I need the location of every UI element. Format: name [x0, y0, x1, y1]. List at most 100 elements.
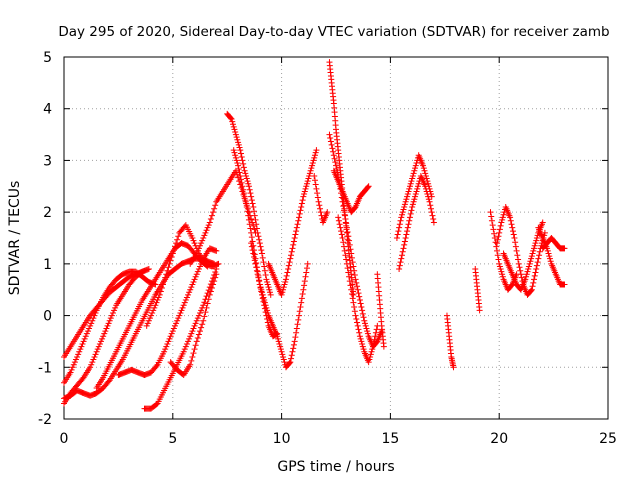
series-track2 [61, 268, 159, 386]
data-point [293, 224, 300, 231]
data-point [345, 269, 352, 276]
data-point [279, 289, 286, 296]
data-point [279, 351, 286, 358]
data-point [81, 335, 88, 342]
data-point [346, 278, 353, 285]
data-point [359, 310, 366, 317]
data-point [102, 328, 109, 335]
data-point [407, 210, 414, 217]
data-point [310, 157, 317, 164]
data-point [533, 237, 540, 244]
data-point [202, 309, 209, 316]
data-point [281, 281, 288, 288]
data-point [70, 361, 77, 368]
series-track7 [141, 266, 220, 412]
data-point [544, 247, 551, 254]
data-point [190, 278, 197, 285]
series-track27 [535, 224, 568, 288]
data-point [344, 265, 351, 272]
data-point [188, 357, 195, 364]
data-point [158, 284, 165, 291]
data-point [404, 193, 411, 200]
data-point [208, 284, 215, 291]
data-point [281, 359, 288, 366]
data-point [536, 248, 543, 255]
data-point [235, 139, 242, 146]
data-point [296, 214, 303, 221]
data-point [145, 317, 152, 324]
data-point [245, 209, 252, 216]
data-point [338, 228, 345, 235]
data-point [282, 278, 289, 285]
data-point [413, 188, 420, 195]
data-point [245, 183, 252, 190]
data-point [171, 243, 178, 250]
data-point [406, 185, 413, 192]
data-point [405, 221, 412, 228]
data-point [75, 351, 82, 358]
data-point [528, 255, 535, 262]
data-point [176, 312, 183, 319]
data-point [397, 259, 404, 266]
data-point [404, 228, 411, 235]
data-point [317, 205, 324, 212]
data-point [531, 245, 538, 252]
data-point [340, 207, 347, 214]
data-point [229, 118, 236, 125]
series-track20 [374, 271, 387, 350]
data-point [105, 378, 112, 385]
data-point [251, 253, 258, 260]
data-point [491, 235, 498, 241]
data-point [348, 250, 355, 257]
data-point [243, 200, 250, 207]
data-point [515, 260, 522, 267]
data-point [69, 364, 76, 371]
data-point [301, 278, 308, 285]
data-point [203, 304, 210, 311]
data-point [399, 248, 406, 255]
data-point [169, 328, 176, 335]
data-point [202, 229, 209, 236]
data-point [182, 297, 189, 304]
data-point [354, 286, 361, 293]
data-point [189, 353, 196, 360]
data-point [362, 320, 369, 327]
data-point [260, 294, 267, 301]
data-point [516, 264, 523, 271]
data-point [194, 268, 201, 275]
series-track19 [311, 172, 331, 226]
data-point [311, 154, 318, 161]
data-point [512, 243, 519, 250]
data-point [508, 282, 515, 289]
data-point [316, 202, 323, 209]
data-point [207, 216, 214, 223]
data-point [303, 265, 310, 272]
data-point [242, 197, 249, 204]
data-point [254, 229, 261, 236]
data-point [423, 175, 430, 182]
data-point [326, 131, 333, 138]
data-point [357, 300, 364, 307]
data-point [264, 309, 271, 316]
data-point [406, 217, 413, 224]
data-point [183, 341, 190, 348]
data-point [365, 183, 372, 190]
data-point [398, 255, 405, 262]
data-point [365, 359, 372, 366]
data-point [112, 304, 119, 311]
data-point [343, 260, 350, 267]
data-point [153, 362, 160, 369]
data-point [491, 230, 498, 237]
data-point [203, 293, 210, 300]
data-point [236, 169, 243, 176]
data-point [380, 343, 387, 350]
data-point [286, 359, 293, 366]
data-point [86, 325, 93, 332]
data-point [533, 262, 540, 269]
series-track23 [443, 312, 457, 371]
data-point [509, 224, 516, 231]
data-point [199, 321, 206, 328]
data-point [515, 256, 522, 263]
data-point [353, 316, 360, 323]
data-point [368, 348, 375, 355]
